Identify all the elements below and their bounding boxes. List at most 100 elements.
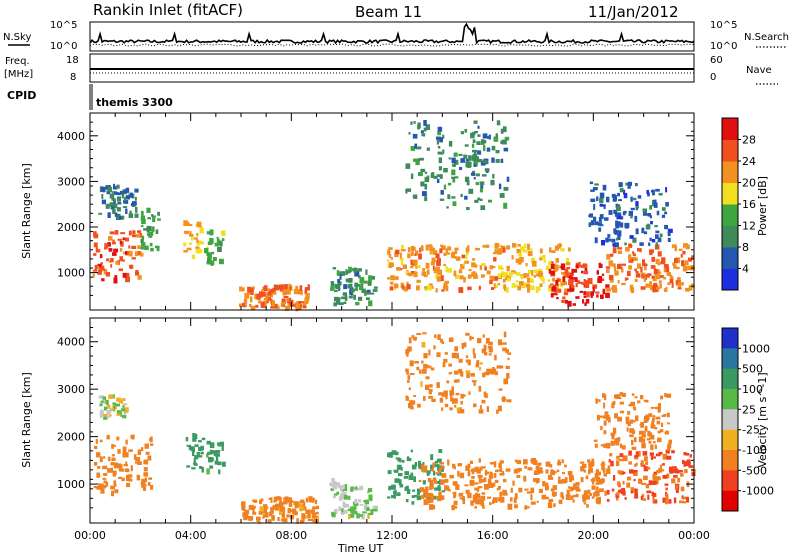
power-cell — [598, 217, 602, 223]
power-cell — [122, 237, 127, 241]
power-cell — [592, 287, 595, 293]
power-cell — [632, 197, 637, 201]
vel-cell — [98, 483, 101, 487]
vel-cell — [460, 393, 464, 399]
vel-region — [405, 331, 512, 414]
power-cell — [425, 244, 429, 251]
vel-cell — [575, 482, 580, 486]
vel-cell — [558, 499, 563, 505]
vel-cell — [427, 492, 432, 497]
power-cell — [651, 256, 656, 262]
vel-cell — [487, 479, 492, 484]
power-cell — [452, 176, 456, 183]
vel-cell — [622, 445, 626, 450]
vel-cell — [664, 393, 667, 397]
x-tick-label: 04:00 — [175, 529, 207, 542]
power-cell — [584, 280, 588, 284]
vel-cell — [340, 512, 345, 515]
power-cell — [543, 260, 547, 263]
power-cell — [567, 271, 571, 275]
vel-cell — [550, 469, 554, 473]
power-cell — [141, 235, 145, 240]
vel-cell — [95, 438, 98, 444]
power-cell — [445, 285, 449, 292]
vel-cell — [488, 341, 493, 346]
vel-cell — [526, 491, 532, 494]
power-colorbar-tick-label: 28 — [742, 134, 756, 147]
power-cell — [464, 260, 469, 264]
vel-cell — [418, 479, 422, 482]
power-cell — [305, 292, 310, 299]
power-cell — [460, 193, 463, 198]
power-cell — [196, 239, 199, 243]
vel-cell — [416, 495, 421, 501]
power-cell — [365, 269, 368, 275]
power-cell — [562, 296, 566, 300]
power-cell — [466, 252, 469, 256]
power-cell — [95, 247, 99, 253]
vel-cell — [496, 487, 501, 491]
power-cell — [263, 298, 269, 301]
power-cell — [422, 191, 427, 197]
power-cell — [116, 184, 120, 189]
vel-cell — [408, 387, 411, 391]
vel-cell — [507, 503, 513, 510]
power-cell — [588, 222, 591, 227]
power-cell — [124, 200, 129, 204]
vel-cell — [412, 489, 416, 492]
power-cell — [601, 240, 605, 246]
power-cell — [635, 228, 639, 235]
vel-cell — [278, 512, 282, 515]
power-cell — [425, 262, 430, 269]
vel-cell — [493, 472, 497, 478]
vel-cell — [605, 417, 610, 421]
vel-cell — [622, 392, 626, 397]
power-cell — [567, 275, 572, 279]
power-cell — [671, 282, 674, 288]
power-cell — [560, 248, 565, 252]
power-cell — [605, 237, 609, 243]
power-cell — [293, 288, 299, 295]
power-cell — [122, 206, 128, 209]
vel-cell — [447, 489, 451, 492]
power-cell — [627, 183, 631, 189]
vel-cell — [626, 482, 631, 488]
vel-cell — [209, 465, 214, 469]
power-cell — [551, 261, 554, 266]
power-cell — [299, 285, 303, 291]
power-cell — [214, 242, 219, 247]
vel-cell — [201, 466, 204, 473]
power-cell — [415, 159, 420, 166]
power-cell — [289, 286, 292, 290]
power-cell — [443, 282, 448, 288]
vel-cell — [665, 449, 670, 454]
power-cell — [596, 294, 599, 298]
power-cell — [368, 275, 372, 282]
power-cell — [279, 284, 284, 290]
vel-cell — [621, 488, 625, 492]
vel-cell — [570, 495, 574, 500]
vel-cell — [429, 485, 432, 491]
vel-cell — [272, 505, 277, 510]
power-cell — [488, 199, 492, 203]
power-cell — [220, 230, 226, 236]
power-cell — [504, 136, 510, 141]
vel-cell — [410, 472, 414, 476]
power-cell — [413, 271, 418, 278]
power-cell — [125, 208, 128, 214]
vel-cell — [477, 486, 483, 489]
vel-cell — [656, 476, 661, 481]
power-cell — [424, 287, 428, 291]
velocity-axes: 00:00 04:00 08:00 12:00 16:00 20:00 00:0010002… — [57, 318, 710, 542]
power-cell — [657, 271, 662, 274]
power-cell — [451, 251, 456, 255]
power-cell — [144, 245, 149, 251]
vel-cell — [454, 370, 459, 375]
vel-cell — [388, 488, 391, 491]
power-cell — [183, 250, 188, 253]
power-cell — [673, 264, 677, 269]
power-cell — [140, 238, 144, 244]
vel-cell — [475, 493, 481, 499]
power-cell — [129, 192, 133, 198]
vel-cell — [622, 480, 625, 485]
